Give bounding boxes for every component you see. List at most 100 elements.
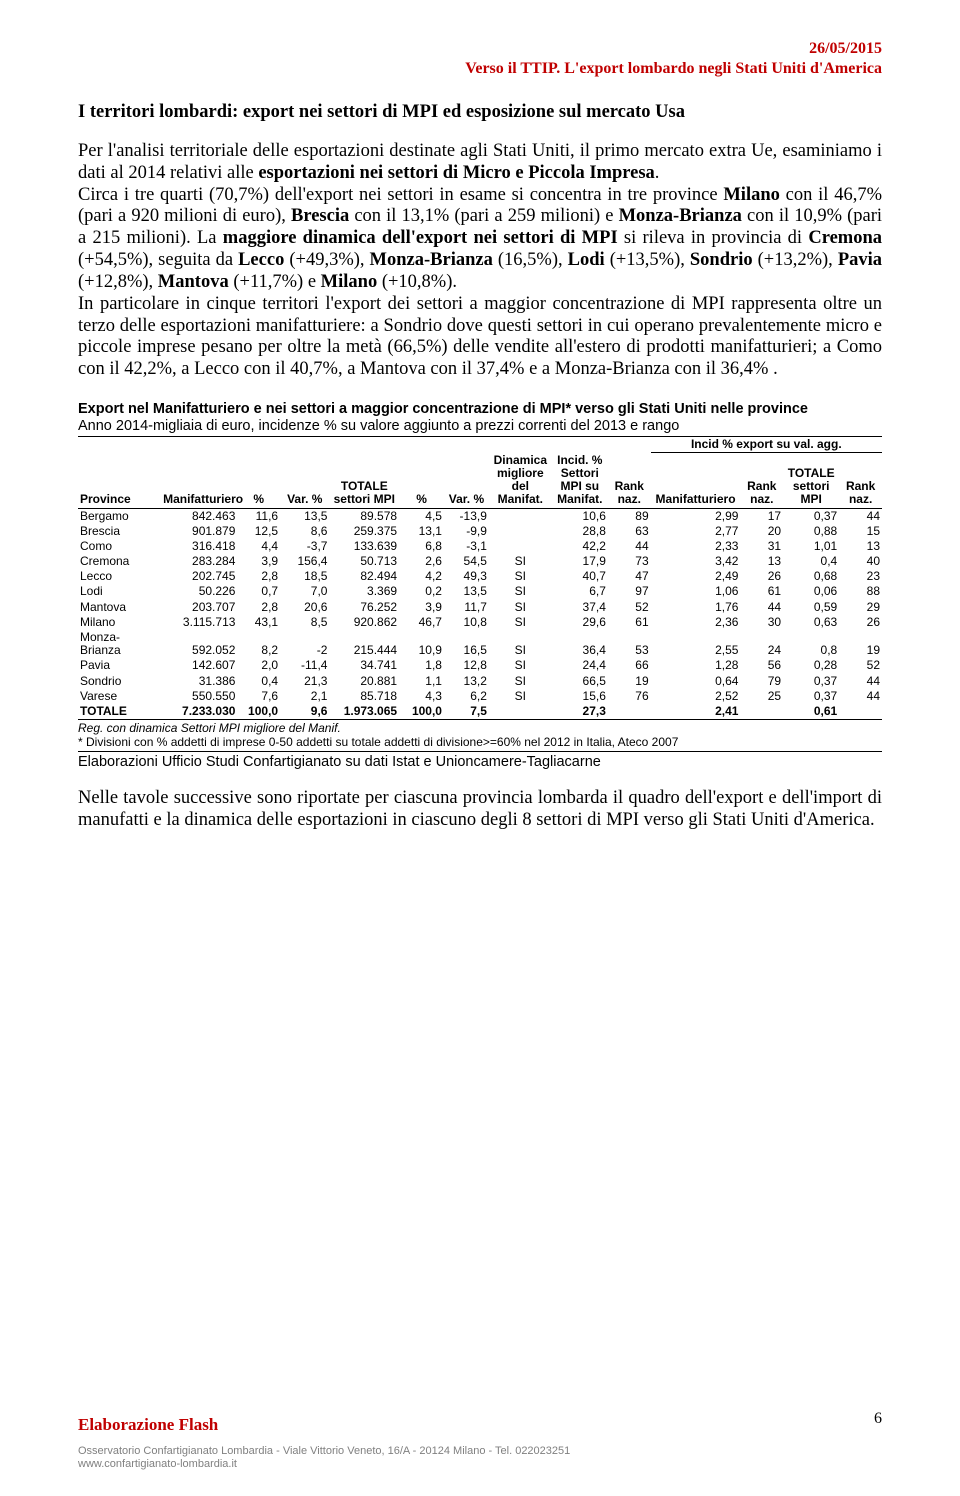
cell-prov: Lecco	[78, 569, 161, 584]
cell-man: 901.879	[161, 524, 237, 539]
cell-var: 9,6	[280, 704, 329, 719]
cell-dyn	[489, 539, 552, 554]
cell-totv: 0,68	[783, 569, 839, 584]
cell-inc: 10,6	[552, 508, 608, 524]
cell-var: 20,6	[280, 600, 329, 615]
cell-var2: -13,9	[444, 508, 489, 524]
cell-man: 31.386	[161, 674, 237, 689]
th-group-right: Incid % export su val. agg.	[651, 437, 882, 453]
cell-rk3: 13	[839, 539, 882, 554]
p1-t14: (+10,8%).	[377, 272, 457, 292]
cell-rk3	[839, 704, 882, 719]
cell-var2: 49,3	[444, 569, 489, 584]
table-wrapper: Incid % export su val. agg. Province Man…	[78, 436, 882, 720]
table-row: Monza-Brianza592.0528,2-2215.44410,916,5…	[78, 630, 882, 658]
cell-rk2	[740, 704, 783, 719]
header-date: 26/05/2015	[78, 40, 882, 58]
th-pct: %	[237, 453, 280, 508]
cell-tot: 89.578	[329, 508, 399, 524]
body-paragraph-1: Per l'analisi territoriale delle esporta…	[78, 141, 882, 381]
cell-pct: 0,7	[237, 584, 280, 599]
cell-prov: Milano	[78, 615, 161, 630]
cell-tot: 215.444	[329, 630, 399, 658]
cell-manv: 2,55	[651, 630, 741, 658]
cell-inc: 37,4	[552, 600, 608, 615]
p1-b12: Milano	[321, 272, 378, 292]
cell-rk: 73	[608, 554, 651, 569]
cell-pct: 8,2	[237, 630, 280, 658]
cell-totv: 0,88	[783, 524, 839, 539]
cell-tot: 50.713	[329, 554, 399, 569]
cell-rk3: 88	[839, 584, 882, 599]
cell-pct2: 4,2	[399, 569, 444, 584]
cell-rk	[608, 704, 651, 719]
cell-var: -2	[280, 630, 329, 658]
cell-tot: 3.369	[329, 584, 399, 599]
table-note-2: * Divisioni con % addetti di imprese 0-5…	[78, 735, 882, 749]
cell-rk: 19	[608, 674, 651, 689]
cell-rk3: 44	[839, 689, 882, 704]
p1-b11: Mantova	[158, 272, 229, 292]
cell-dyn: SI	[489, 615, 552, 630]
cell-dyn	[489, 508, 552, 524]
cell-man: 842.463	[161, 508, 237, 524]
th-province: Province	[78, 453, 161, 508]
table-row: Bergamo842.46311,613,589.5784,5-13,910,6…	[78, 508, 882, 524]
cell-man: 202.745	[161, 569, 237, 584]
cell-manv: 1,76	[651, 600, 741, 615]
cell-var: 8,5	[280, 615, 329, 630]
cell-var2: 10,8	[444, 615, 489, 630]
cell-totv: 0,4	[783, 554, 839, 569]
cell-manv: 2,52	[651, 689, 741, 704]
cell-tot: 1.973.065	[329, 704, 399, 719]
cell-totv: 0,37	[783, 508, 839, 524]
cell-pct2: 6,8	[399, 539, 444, 554]
cell-manv: 2,77	[651, 524, 741, 539]
cell-totv: 0,06	[783, 584, 839, 599]
cell-prov: Mantova	[78, 600, 161, 615]
table-row-total: TOTALE7.233.030100,09,61.973.065100,07,5…	[78, 704, 882, 719]
cell-dyn: SI	[489, 674, 552, 689]
cell-var2: 54,5	[444, 554, 489, 569]
table-caption: Export nel Manifatturiero e nei settori …	[78, 401, 882, 417]
cell-pct: 7,6	[237, 689, 280, 704]
cell-inc: 42,2	[552, 539, 608, 554]
cell-dyn	[489, 524, 552, 539]
th-var2: Var. %	[444, 453, 489, 508]
cell-prov: Monza-Brianza	[78, 630, 161, 658]
cell-rk3: 29	[839, 600, 882, 615]
cell-totv: 0,59	[783, 600, 839, 615]
cell-var2: 11,7	[444, 600, 489, 615]
cell-man: 316.418	[161, 539, 237, 554]
table-row: Pavia142.6072,0-11,434.7411,812,8SI24,46…	[78, 658, 882, 673]
section-title: I territori lombardi: export nei settori…	[78, 102, 882, 123]
cell-var: -11,4	[280, 658, 329, 673]
cell-totv: 0,8	[783, 630, 839, 658]
cell-prov: Sondrio	[78, 674, 161, 689]
th-manv: Manifatturiero	[651, 453, 741, 508]
cell-rk3: 40	[839, 554, 882, 569]
cell-var2: 13,5	[444, 584, 489, 599]
table-row: Sondrio31.3860,421,320.8811,113,2SI66,51…	[78, 674, 882, 689]
cell-rk: 89	[608, 508, 651, 524]
cell-man: 550.550	[161, 689, 237, 704]
cell-pct: 2,8	[237, 600, 280, 615]
cell-man: 283.284	[161, 554, 237, 569]
p1-b2: Brescia	[291, 206, 349, 226]
cell-man: 50.226	[161, 584, 237, 599]
cell-inc: 17,9	[552, 554, 608, 569]
cell-totv: 0,61	[783, 704, 839, 719]
cell-var: -3,7	[280, 539, 329, 554]
cell-var: 21,3	[280, 674, 329, 689]
cell-prov: Brescia	[78, 524, 161, 539]
cell-dyn: SI	[489, 630, 552, 658]
cell-manv: 2,99	[651, 508, 741, 524]
cell-prov: Cremona	[78, 554, 161, 569]
cell-pct2: 4,3	[399, 689, 444, 704]
p1-t8: (+49,3%),	[284, 250, 369, 270]
cell-rk3: 15	[839, 524, 882, 539]
cell-var2: -3,1	[444, 539, 489, 554]
table-row: Varese550.5507,62,185.7184,36,2SI15,6762…	[78, 689, 882, 704]
p1-b7: Monza-Brianza	[370, 250, 493, 270]
cell-rk2: 31	[740, 539, 783, 554]
